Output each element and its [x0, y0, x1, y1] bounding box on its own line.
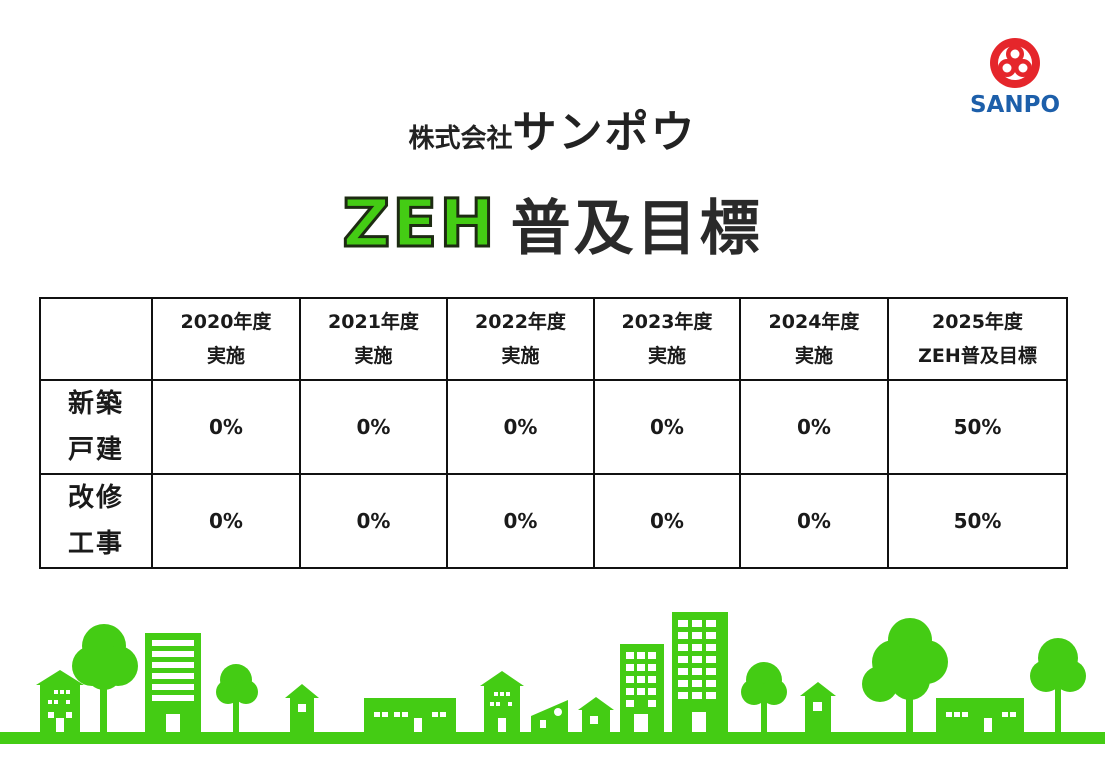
- table-cell: 50%: [887, 379, 1068, 475]
- table-cell: 0%: [446, 473, 595, 569]
- company-prefix: 株式会社: [408, 124, 513, 154]
- title-rest: 普及目標: [510, 194, 763, 264]
- table-cell: 0%: [299, 379, 448, 475]
- title-highlight: ZEH: [341, 184, 497, 264]
- table-cell: 0%: [151, 473, 301, 569]
- header-2021: 2021年度 実施: [299, 297, 448, 381]
- sanpo-logo-icon: [990, 38, 1040, 88]
- row-label-new-house: 新築 戸建: [39, 379, 153, 475]
- corner-cell: [39, 297, 153, 381]
- header-2020: 2020年度 実施: [151, 297, 301, 381]
- table-cell: 0%: [593, 379, 741, 475]
- table-cell: 0%: [151, 379, 301, 475]
- table-cell: 0%: [593, 473, 741, 569]
- green-town-illustration: [0, 612, 1105, 744]
- page-title: ZEH 普及目標: [0, 180, 1105, 267]
- header-2022: 2022年度 実施: [446, 297, 595, 381]
- table-cell: 0%: [299, 473, 448, 569]
- header-2024: 2024年度 実施: [739, 297, 889, 381]
- logo-text: SANPO: [969, 92, 1061, 118]
- table-cell: 0%: [739, 473, 889, 569]
- table-cell: 50%: [887, 473, 1068, 569]
- company-brand: サンポウ: [512, 107, 697, 158]
- table-row: 新築 戸建 0% 0% 0% 0% 0% 50%: [39, 379, 1068, 475]
- row-label-renovation: 改修 工事: [39, 473, 153, 569]
- table-cell: 0%: [446, 379, 595, 475]
- header-2025: 2025年度 ZEH普及目標: [887, 297, 1068, 381]
- company-name: 株式会社サンポウ: [0, 96, 1105, 160]
- table-cell: 0%: [739, 379, 889, 475]
- table-row: 改修 工事 0% 0% 0% 0% 0% 50%: [39, 473, 1068, 569]
- header-row: 2020年度 実施 2021年度 実施 2022年度 実施 2023年度 実施 2024…: [39, 297, 1068, 381]
- header-2023: 2023年度 実施: [593, 297, 741, 381]
- sanpo-logo: SANPO: [955, 36, 1075, 118]
- zeh-target-table: 2020年度 実施 2021年度 実施 2022年度 実施 2023年度 実施 2024…: [39, 297, 1068, 569]
